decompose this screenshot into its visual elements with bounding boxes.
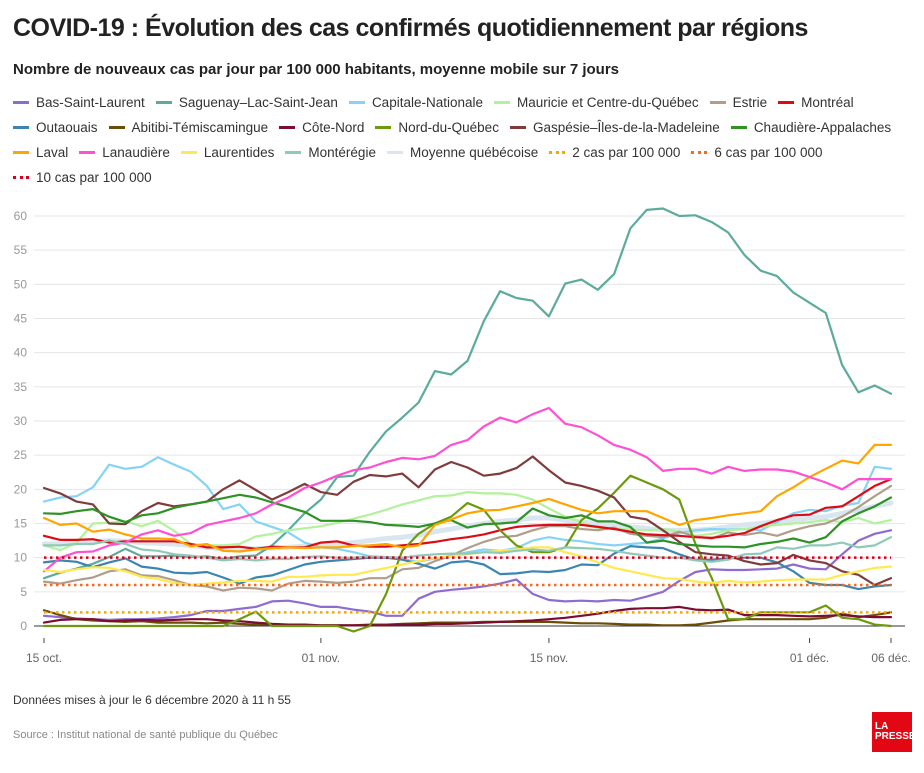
legend-swatch [348,101,365,104]
series-line-chaudiere-appalaches [42,493,893,549]
legend-swatch [13,101,29,104]
legend-item-gaspesie-iles-de-la-madeleine: Gaspésie–Îles-de-la-Madeleine [509,119,720,136]
y-tick-label: 15 [14,517,28,531]
series-line-outaouais [42,545,893,591]
x-tick-label: 01 nov. [302,651,340,665]
y-tick-label: 45 [14,312,28,326]
legend-swatch [509,126,526,129]
legend-label: Outaouais [36,120,98,135]
series-line-laval [42,443,893,553]
legend-swatch [691,151,708,154]
series-line-capitale-nationale [42,456,893,563]
legend-item-laurentides: Laurentides [180,144,275,161]
legend-item-2-cas-par-100-000: 2 cas par 100 000 [549,144,680,161]
series-line-bas-saint-laurent [42,529,893,621]
chart-subtitle: Nombre de nouveaux cas par jour par 100 … [13,61,620,78]
line-chart: 0 5 10 15 20 25 30 35 40 45 50 55 60 15 oct. 01 nov. 15… [14,207,911,665]
legend-item-chaudiere-appalaches: Chaudière-Appalaches [730,119,892,136]
legend-item-bas-saint-laurent: Bas-Saint-Laurent [13,94,145,111]
legend-swatch [285,151,302,154]
legend-label: Estrie [732,95,768,110]
y-tick-label: 25 [14,448,28,462]
x-tick-label: 06 déc. [871,651,910,665]
legend-swatch [386,151,403,154]
legend-label: 10 cas par 100 000 [36,170,152,185]
legend-label: Abitibi-Témiscamingue [131,120,269,135]
legend-label: Montérégie [308,145,376,160]
legend-label: Laval [36,145,69,160]
legend-item-laval: Laval [13,144,68,161]
legend-swatch [709,101,726,104]
legend-item-nord-du-quebec: Nord-du-Québec [375,119,499,136]
legend-label: Bas-Saint-Laurent [36,95,145,110]
legend-label: Laurentides [203,145,275,160]
legend-swatch [13,126,29,129]
legend-label: Mauricie et Centre-du-Québec [517,95,699,110]
series-line-saguenay-lac-saint-jean [42,207,893,580]
legend-item-capitale-nationale: Capitale-Nationale [348,94,484,111]
chart-title: COVID-19 : Évolution des cas confirmés q… [13,14,808,42]
legend-label: 2 cas par 100 000 [572,145,681,160]
legend-swatch [778,101,795,104]
legend-swatch [79,151,96,154]
legend-item-cote-nord: Côte-Nord [279,119,364,136]
legend-item-lanaudiere: Lanaudière [79,144,170,161]
y-tick-label: 35 [14,380,28,394]
legend-swatch [13,176,29,179]
y-tick-label: 40 [14,346,28,360]
legend-label: Gaspésie–Îles-de-la-Madeleine [532,120,720,135]
legend-swatch [494,101,511,104]
legend-item-6-cas-par-100-000: 6 cas par 100 000 [691,144,822,161]
legend-swatch [180,151,197,154]
source-note: Source : Institut national de santé publ… [13,729,278,741]
y-tick-label: 10 [14,551,28,565]
legend-item-moyenne-quebecoise: Moyenne québécoise [386,144,539,161]
legend-item-mauricie-et-centre-du-quebec: Mauricie et Centre-du-Québec [494,94,699,111]
legend-label: Nord-du-Québec [398,120,499,135]
legend-swatch [279,126,296,129]
series-line-mauricie-et-centre-du-quebec [42,491,893,552]
logo-line-1: LA [875,721,889,732]
series-line-nord-du-quebec [42,474,893,633]
y-tick-label: 0 [20,619,27,633]
legend-item-montreal: Montréal [778,94,854,111]
legend-label: Côte-Nord [302,120,365,135]
legend-swatch [108,126,125,129]
legend-item-estrie: Estrie [709,94,768,111]
series-line-monteregie [42,536,893,563]
x-tick-label: 01 déc. [790,651,829,665]
legend-label: 6 cas par 100 000 [714,145,823,160]
legend-item-monteregie: Montérégie [285,144,376,161]
y-tick-label: 60 [14,209,28,223]
legend-swatch [730,126,747,129]
x-tick-label: 15 oct. [26,651,62,665]
legend-label: Lanaudière [102,145,170,160]
logo-line-2: PRESSE [875,731,916,742]
y-tick-label: 20 [14,482,28,496]
series-line-lanaudiere [42,406,893,573]
x-tick-label: 15 nov. [530,651,568,665]
legend-item-10-cas-par-100-000: 10 cas par 100 000 [13,169,152,186]
y-tick-label: 30 [14,414,28,428]
legend-item-outaouais: Outaouais [13,119,98,136]
legend: Bas-Saint-Laurent Saguenay–Lac-Saint-Jean… [13,94,918,186]
legend-swatch [375,126,392,129]
legend-swatch [155,101,172,104]
y-tick-label: 55 [14,243,28,257]
series-line-cote-nord [42,605,893,627]
legend-label: Moyenne québécoise [409,145,539,160]
legend-swatch [13,151,29,154]
legend-label: Chaudière-Appalaches [753,120,892,135]
la-presse-logo: LA PRESSE [872,712,916,752]
data-updated-note: Données mises à jour le 6 décembre 2020 … [13,693,291,707]
legend-item-saguenay-lac-saint-jean: Saguenay–Lac-Saint-Jean [155,94,338,111]
legend-label: Montréal [801,95,854,110]
y-tick-label: 5 [20,585,27,599]
legend-swatch [549,151,566,154]
legend-label: Saguenay–Lac-Saint-Jean [178,95,338,110]
y-tick-label: 50 [14,277,28,291]
legend-label: Capitale-Nationale [371,95,484,110]
legend-item-abitibi-temiscamingue: Abitibi-Témiscamingue [108,119,269,136]
